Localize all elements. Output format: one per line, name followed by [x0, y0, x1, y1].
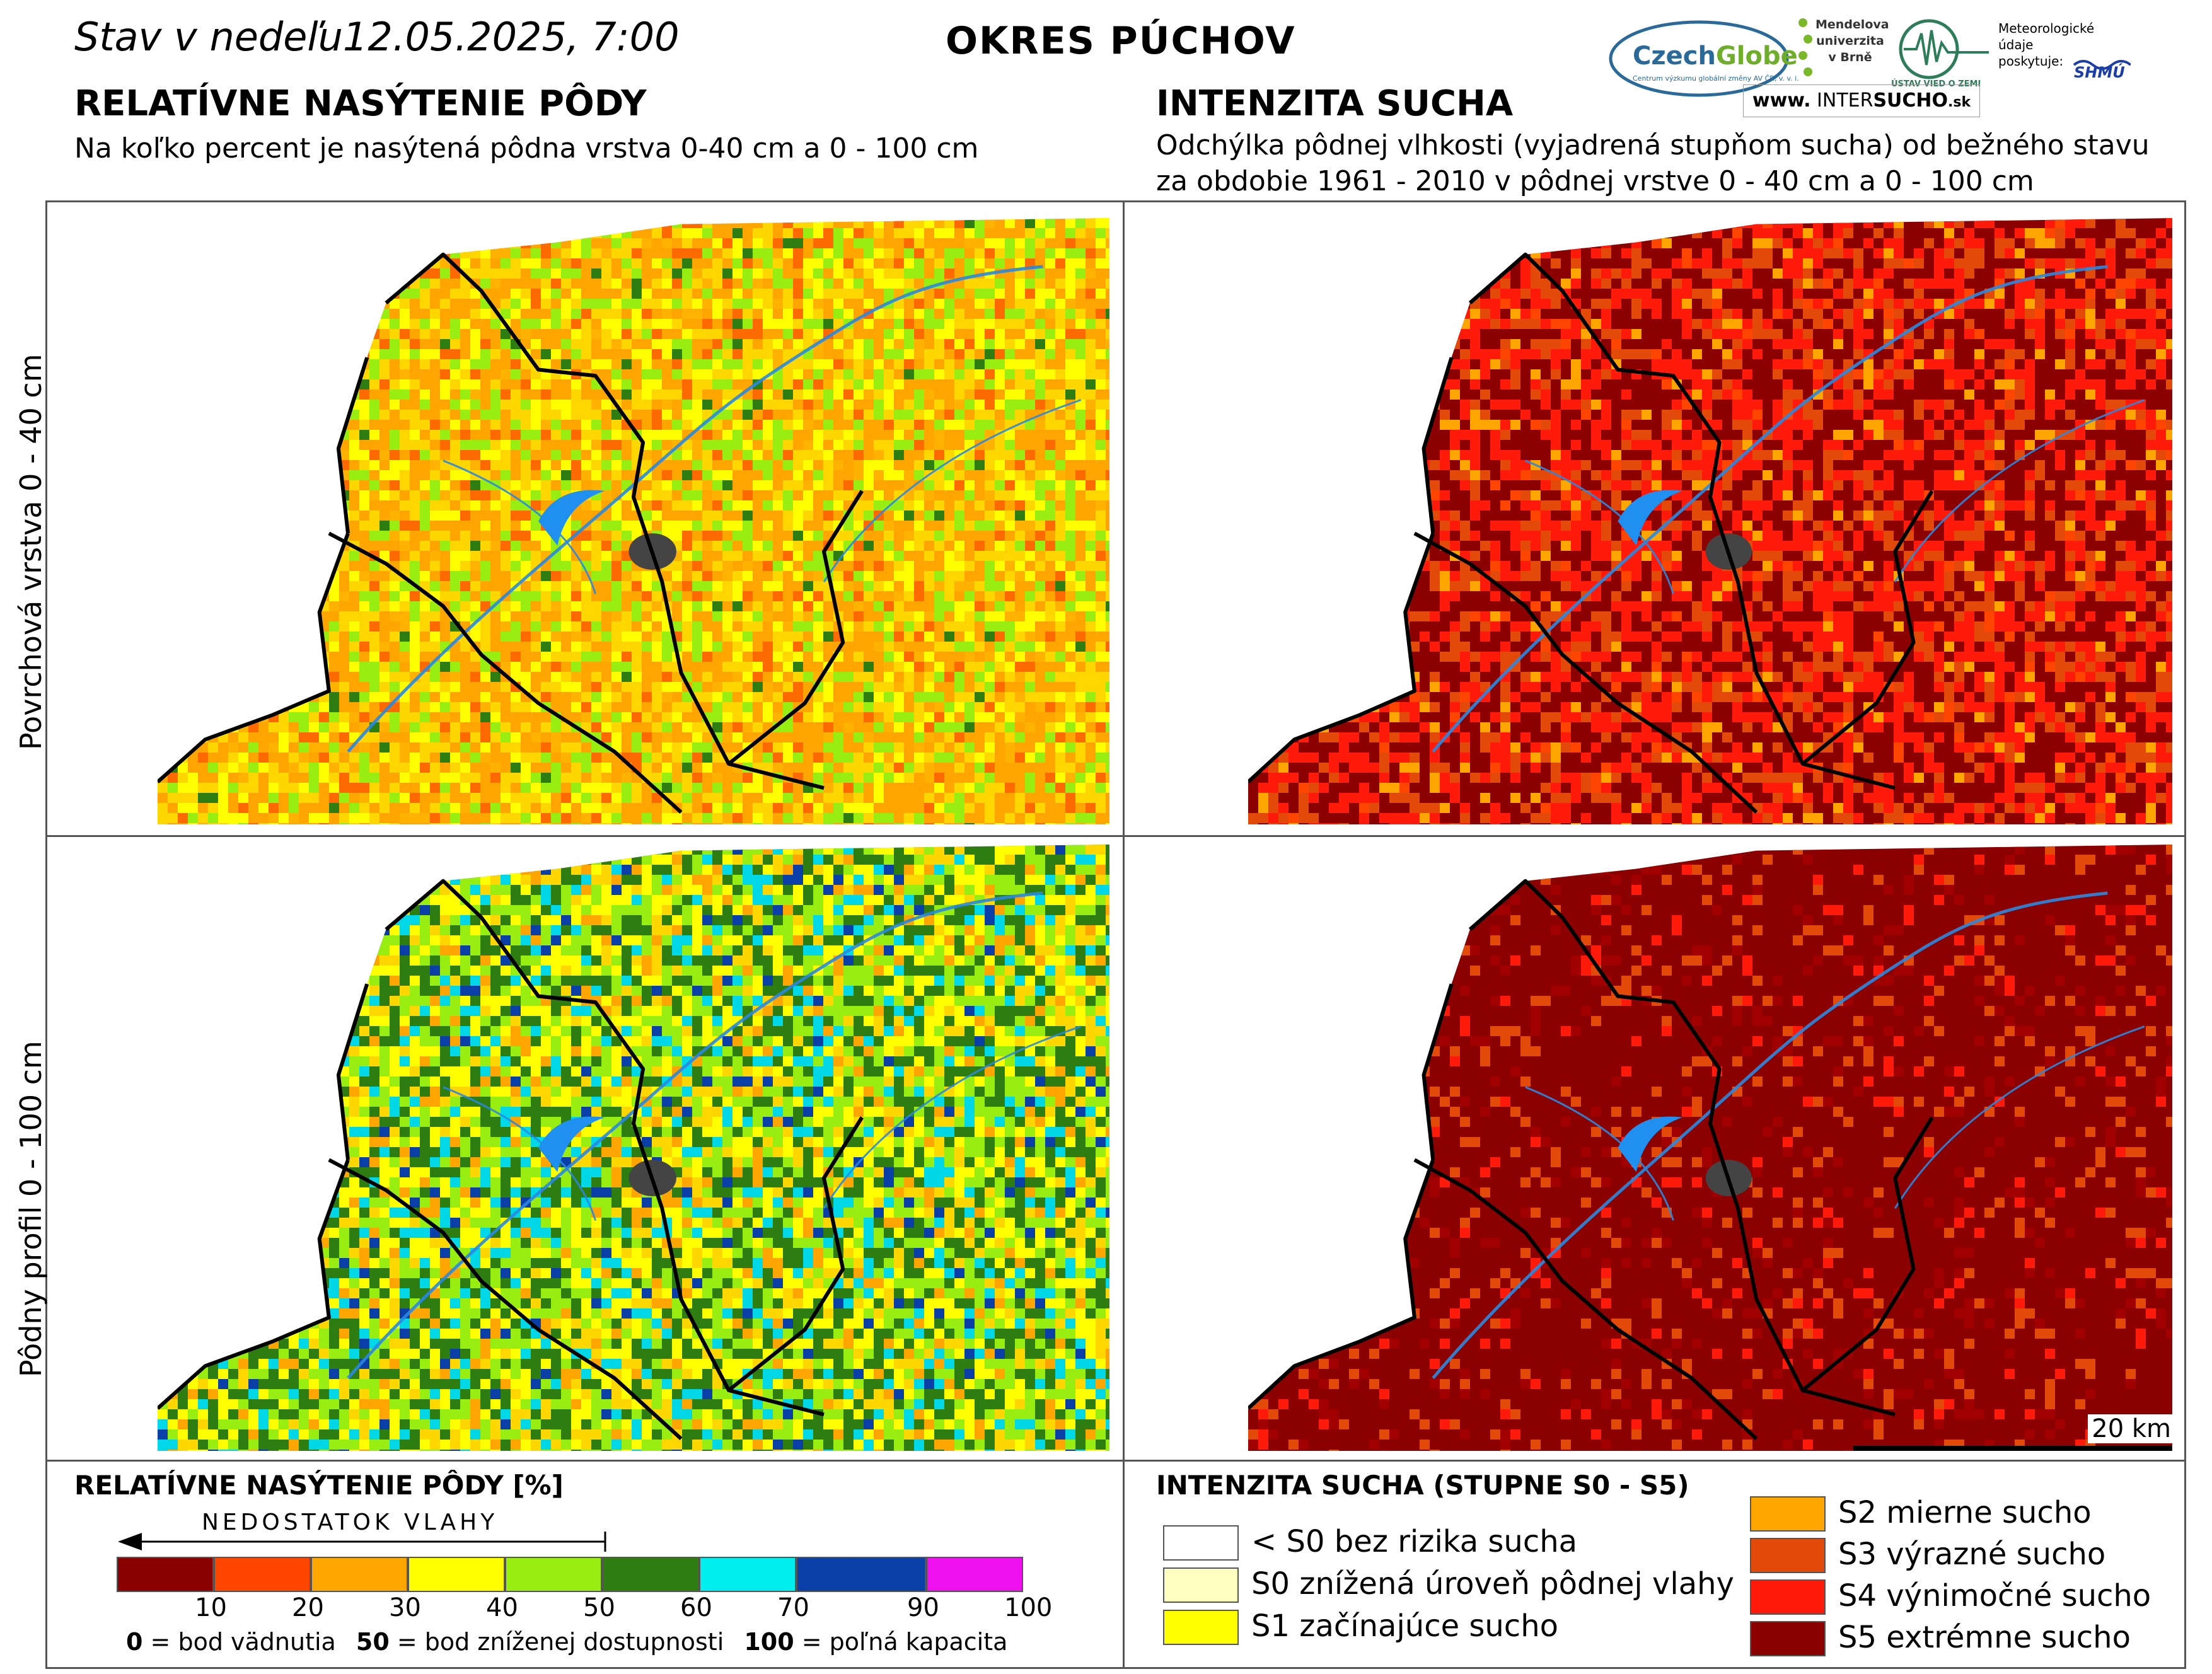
- saturation-tick-50: 50: [583, 1593, 615, 1622]
- row-label-bottom: Pôdny profil 0 - 100 cm: [14, 1041, 48, 1377]
- map-saturation-topsoil: [158, 218, 1109, 824]
- scale-bar-label: 20 km: [2088, 1414, 2175, 1443]
- drought-swatch-4: [1750, 1538, 1826, 1573]
- drought-swatch-3: [1750, 1496, 1826, 1532]
- drought-label-3: S2 mierne sucho: [1838, 1495, 2092, 1530]
- right-panel-title: INTENZITA SUCHA: [1156, 83, 1514, 124]
- saturation-tick-20: 20: [292, 1593, 324, 1622]
- drought-label-5: S4 výnimočné sucho: [1838, 1578, 2151, 1613]
- moisture-deficit-label: NEDOSTATOK VLAHY: [202, 1509, 499, 1535]
- saturation-bin-100: [926, 1557, 1023, 1592]
- mendel-logo: Mendelova univerzita v Brně: [1797, 16, 1891, 92]
- date-label: Stav v nedeľu12.05.2025, 7:00: [74, 14, 680, 60]
- partner-logos: CzechGlobe Centrum výzkumu globální změn…: [1607, 11, 2187, 122]
- drought-swatch-6: [1750, 1621, 1826, 1656]
- drought-label-2: S1 začínajúce sucho: [1251, 1608, 1558, 1644]
- saturation-ticks: 10 20 30 40 50 60 70 90 100: [117, 1593, 1062, 1625]
- saturation-tick-40: 40: [486, 1593, 518, 1622]
- drought-swatch-1: [1163, 1567, 1239, 1603]
- left-panel-title: RELATÍVNE NASÝTENIE PÔDY: [74, 83, 647, 124]
- saturation-bin-50: [505, 1557, 602, 1592]
- map-drought-topsoil: [1248, 218, 2172, 824]
- saturation-legend-note: 0 = bod vädnutia 50 = bod zníženej dostu…: [126, 1628, 1008, 1656]
- drought-swatch-0: [1163, 1525, 1239, 1561]
- saturation-bin-10: [117, 1557, 214, 1592]
- saturation-tick-30: 30: [389, 1593, 421, 1622]
- shmu-logo: SHMÚ: [2068, 46, 2132, 84]
- saturation-bin-20: [214, 1557, 311, 1592]
- moisture-deficit-arrow: [118, 1532, 606, 1552]
- saturation-tick-60: 60: [680, 1593, 712, 1622]
- intersucho-link[interactable]: www. INTERSUCHO.sk: [1743, 84, 1980, 117]
- saturation-tick-70: 70: [777, 1593, 809, 1622]
- panel-frame: [45, 200, 2186, 1669]
- saturation-bin-60: [602, 1557, 699, 1592]
- saturation-legend-title: RELATÍVNE NASÝTENIE PÔDY [%]: [74, 1470, 564, 1501]
- saturation-bin-40: [408, 1557, 505, 1592]
- drought-label-0: < S0 bez rizika sucha: [1251, 1524, 1578, 1559]
- vertical-divider: [1123, 200, 1125, 1669]
- district-title: OKRES PÚCHOV: [946, 19, 1296, 63]
- shmu-text: Meteorologické údaje poskytuje:: [1998, 21, 2095, 69]
- saturation-bin-90: [796, 1557, 926, 1592]
- scale-bar: 20 km: [1853, 1414, 2181, 1453]
- row-divider: [45, 835, 2186, 837]
- saturation-color-bar: [117, 1557, 1024, 1592]
- saturation-bin-70: [699, 1557, 796, 1592]
- drought-label-4: S3 výrazné sucho: [1838, 1537, 2106, 1572]
- drought-swatch-2: [1163, 1610, 1239, 1645]
- row-label-top: Povrchová vrstva 0 - 40 cm: [14, 354, 48, 750]
- drought-label-6: S5 extrémne sucho: [1838, 1620, 2131, 1655]
- saturation-bin-30: [311, 1557, 408, 1592]
- left-panel-subtitle: Na koľko percent je nasýtená pôdna vrstv…: [74, 132, 979, 165]
- drought-legend-title: INTENZITA SUCHA (STUPNE S0 - S5): [1156, 1470, 1689, 1501]
- saturation-tick-90: 90: [907, 1593, 939, 1622]
- drought-label-1: S0 znížená úroveň pôdnej vlahy: [1251, 1566, 1734, 1602]
- czechglobe-logo: CzechGlobe Centrum výzkumu globální změn…: [1607, 18, 1799, 100]
- saturation-tick-10: 10: [195, 1593, 227, 1622]
- right-panel-subtitle-1: Odchýlka pôdnej vlhkosti (vyjadrená stup…: [1156, 129, 2150, 161]
- saturation-tick-100: 100: [1004, 1593, 1053, 1622]
- legend-divider: [45, 1460, 2186, 1462]
- map-saturation-profile: [158, 845, 1109, 1451]
- right-panel-subtitle-2: za obdobie 1961 - 2010 v pôdnej vrstve 0…: [1156, 165, 2034, 197]
- drought-swatch-5: [1750, 1579, 1826, 1615]
- uvz-logo: ÚSTAV VIED O ZEMI: [1891, 18, 1992, 93]
- map-drought-profile: [1248, 845, 2172, 1451]
